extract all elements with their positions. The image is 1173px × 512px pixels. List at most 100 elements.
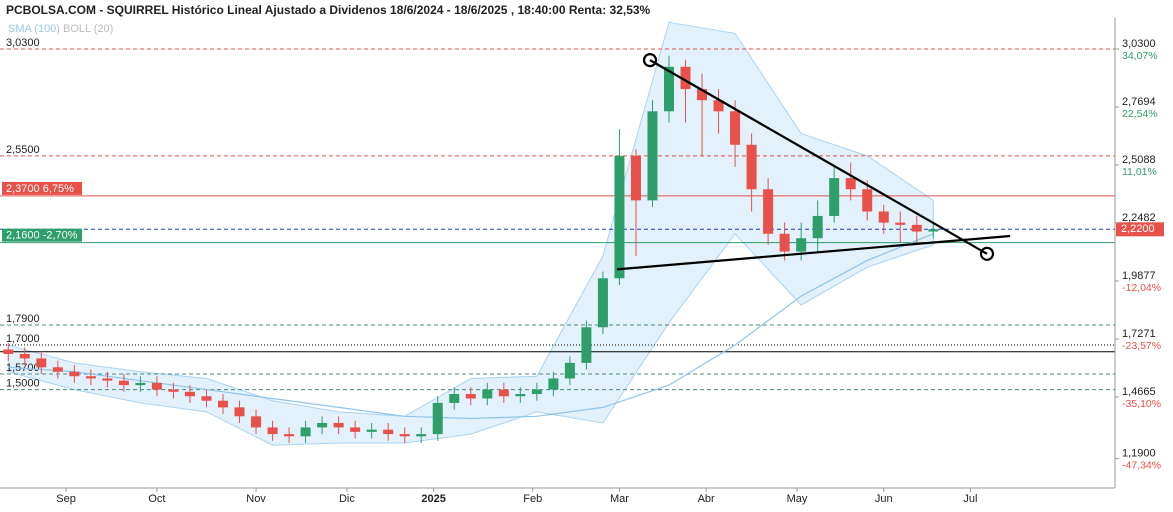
level-label: 1,5000: [6, 377, 40, 389]
candle-body: [498, 389, 509, 397]
candle-body: [779, 233, 790, 252]
candle-body: [350, 427, 361, 432]
candle-body: [449, 394, 460, 403]
candle-body: [564, 362, 575, 379]
level-label-box: [2, 181, 82, 195]
candle-body: [713, 100, 724, 112]
y-tick-change: -35,10%: [1122, 398, 1161, 410]
y-tick-label: 2,2482: [1122, 212, 1156, 224]
candle-body: [796, 238, 807, 252]
level-label: 3,0300: [6, 37, 40, 49]
candle-body: [614, 155, 625, 279]
y-tick-label: 3,0300: [1122, 38, 1156, 50]
trendline: [649, 59, 988, 255]
candle-body: [746, 144, 757, 190]
level-label: 1,7900: [6, 313, 40, 325]
y-tick-change: 11,01%: [1122, 166, 1157, 178]
y-tick-label: 1,7271: [1122, 328, 1156, 340]
trendline: [616, 234, 1011, 271]
x-tick-label: Jul: [963, 493, 977, 505]
candle-body: [184, 391, 195, 397]
candle-body: [366, 429, 377, 432]
candle-body: [234, 407, 245, 417]
candle-body: [3, 349, 14, 354]
x-tick-label: Dic: [339, 493, 355, 505]
x-tick-label: May: [787, 493, 808, 505]
candle-body: [383, 429, 394, 435]
x-tick-label: Jun: [875, 493, 893, 505]
level-label: 1,7000: [6, 333, 40, 345]
candle-body: [465, 394, 476, 399]
y-tick-label: 1,9877: [1122, 270, 1156, 282]
candle-body: [416, 434, 427, 437]
y-tick-label: 2,7694: [1122, 96, 1156, 108]
candle-body: [647, 111, 658, 201]
candle-body: [664, 66, 674, 112]
candle-body: [201, 396, 212, 401]
candle-body: [895, 222, 906, 225]
candle-body: [482, 389, 493, 399]
candle-body: [284, 434, 295, 437]
candle-body: [102, 378, 113, 381]
candle-body: [845, 178, 856, 190]
candle-body: [697, 89, 708, 101]
plot-area: 3,0300 2,5500 2,3700 6,75% 2,1600 -2,70% 1,7…: [0, 21, 1115, 446]
x-tick-label: Sep: [56, 493, 76, 505]
y-tick-label: 1,1900: [1122, 447, 1156, 459]
candle-body: [680, 66, 691, 90]
candle-body: [597, 278, 608, 328]
level-label: 2,3700 6,75%: [6, 183, 74, 195]
candle-body: [333, 422, 344, 428]
y-tick-change: -47,34%: [1122, 459, 1161, 471]
candle-body: [36, 358, 47, 368]
y-tick-change: -12,04%: [1122, 282, 1161, 294]
candle-body: [251, 416, 262, 428]
candle-body: [581, 327, 592, 363]
candle-body: [812, 215, 823, 239]
level-label: 2,5500: [6, 144, 40, 156]
candle-body: [300, 427, 311, 437]
candle-body: [531, 389, 542, 395]
level-label-box: [2, 228, 82, 242]
candle-body: [118, 380, 129, 386]
trendline-anchor: [979, 246, 995, 261]
candle-body: [548, 378, 559, 390]
candle-body: [267, 427, 278, 435]
candle-body: [135, 382, 146, 386]
candle-body: [878, 211, 889, 223]
candle-body: [317, 422, 328, 428]
y-tick-change: -23,57%: [1122, 340, 1161, 352]
level-label: 2,1600 -2,70%: [6, 230, 78, 242]
candle-body: [515, 394, 526, 397]
candle-body: [168, 389, 179, 392]
candle-body: [911, 224, 922, 232]
x-tick-label: Feb: [523, 493, 542, 505]
candle-body: [630, 155, 641, 201]
candle-body: [85, 376, 96, 379]
x-tick-label: 2025: [421, 493, 445, 505]
legend-boll: BOLL (20): [63, 23, 113, 35]
x-tick-label: Oct: [148, 493, 165, 505]
trendline-anchor: [642, 53, 658, 68]
candle-body: [218, 400, 228, 408]
y-tick-change: 34,07%: [1122, 50, 1158, 62]
candle-body: [730, 111, 741, 145]
candle-body: [928, 229, 939, 232]
y-tick-change: 22,54%: [1122, 108, 1158, 120]
candle-body: [399, 434, 410, 437]
current-price-box: [1116, 222, 1164, 237]
candle-body: [862, 189, 873, 212]
y-tick-label: 2,5088: [1122, 154, 1156, 166]
legend-sma: SMA (100): [8, 23, 60, 35]
candle-body: [52, 367, 63, 372]
candle-body: [151, 382, 162, 390]
x-tick-label: Abr: [698, 493, 715, 505]
candle-body: [19, 353, 30, 359]
y-tick-label: 1,4665: [1122, 386, 1156, 398]
x-tick-label: Nov: [246, 493, 266, 505]
current-price-label: 2,2200: [1121, 223, 1155, 235]
candle-body: [432, 402, 443, 435]
x-tick-label: Mar: [610, 493, 629, 505]
